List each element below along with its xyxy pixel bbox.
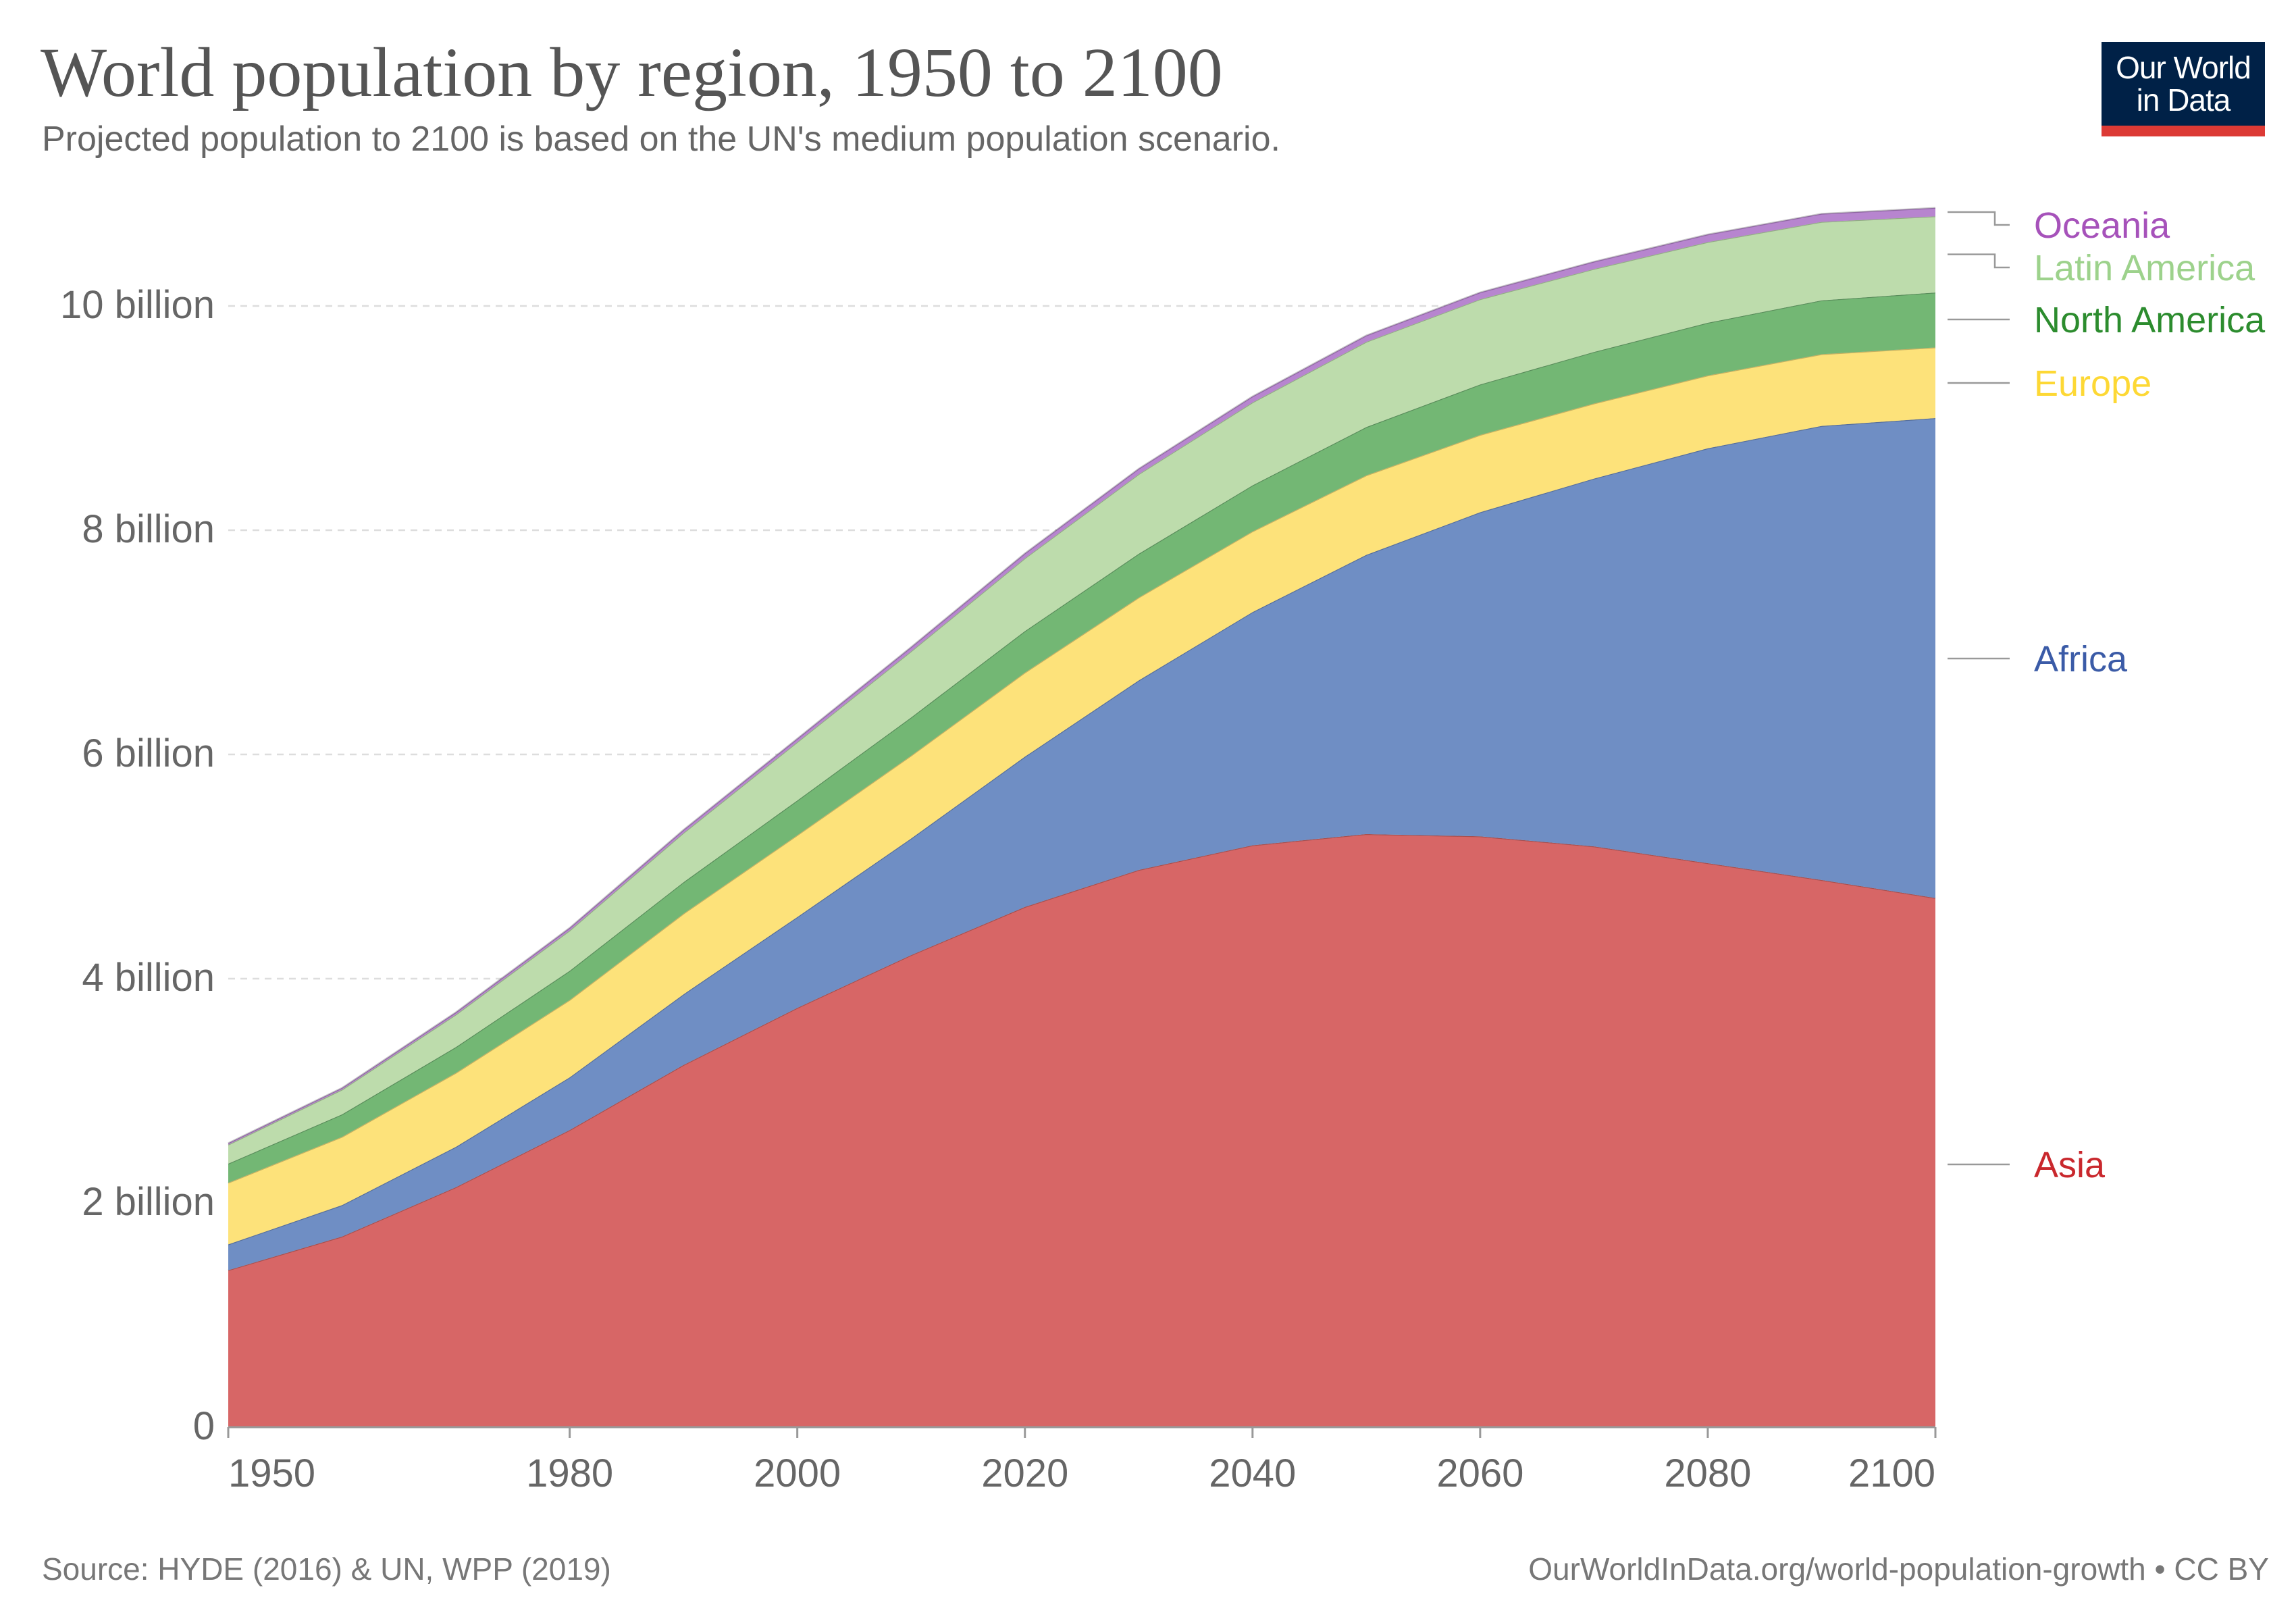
source-note: Source: HYDE (2016) & UN, WPP (2019) bbox=[42, 1551, 611, 1587]
x-tick-label: 1980 bbox=[526, 1451, 613, 1495]
series-label-latin-america: Latin America bbox=[2034, 248, 2255, 288]
label-leader-oceania bbox=[1948, 211, 2010, 226]
logo-line-2: in Data bbox=[2136, 82, 2231, 118]
y-tick-label: 6 billion bbox=[82, 731, 215, 775]
owid-logo[interactable]: Our World in Data bbox=[2102, 42, 2265, 136]
area-asia bbox=[228, 833, 1935, 1427]
x-tick-label: 2040 bbox=[1209, 1451, 1296, 1495]
x-tick-label: 2080 bbox=[1664, 1451, 1751, 1495]
y-tick-label: 8 billion bbox=[82, 507, 215, 551]
area-oceania bbox=[228, 207, 1935, 1145]
series-label-africa: Africa bbox=[2034, 639, 2128, 679]
area-africa bbox=[228, 418, 1935, 1270]
axes: 0 2 billion 4 billion 6 billion 8 billion 10 … bbox=[60, 283, 1937, 1495]
y-tick-label: 4 billion bbox=[82, 956, 215, 1000]
series-label-north-america: North America bbox=[2034, 300, 2266, 340]
series-label-oceania: Oceania bbox=[2034, 205, 2170, 246]
area-latin-america bbox=[228, 216, 1935, 1164]
stacked-areas bbox=[228, 207, 1936, 1427]
y-tick-label: 0 bbox=[193, 1404, 215, 1448]
source-link[interactable]: OurWorldInData.org/world-population-grow… bbox=[1528, 1551, 2269, 1587]
area-europe bbox=[228, 347, 1935, 1245]
area-north-america bbox=[228, 292, 1935, 1183]
y-tick-label: 10 billion bbox=[60, 283, 215, 327]
x-tick-label: 2060 bbox=[1436, 1451, 1523, 1495]
series-label-europe: Europe bbox=[2034, 363, 2151, 404]
chart-title: World population by region, 1950 to 2100 bbox=[41, 34, 1223, 111]
x-tick-label: 2020 bbox=[981, 1451, 1068, 1495]
chart-subtitle: Projected population to 2100 is based on… bbox=[42, 120, 1280, 159]
y-tick-label: 2 billion bbox=[82, 1180, 215, 1224]
area-edge-oceania bbox=[228, 207, 1936, 1144]
series-label-asia: Asia bbox=[2034, 1145, 2106, 1185]
x-tick-label: 1950 bbox=[228, 1451, 315, 1495]
logo-line-1: Our World bbox=[2116, 50, 2251, 85]
x-tick-label: 2000 bbox=[754, 1451, 841, 1495]
label-leader-latin-america bbox=[1948, 253, 2010, 269]
x-tick-label: 2100 bbox=[1848, 1451, 1935, 1495]
